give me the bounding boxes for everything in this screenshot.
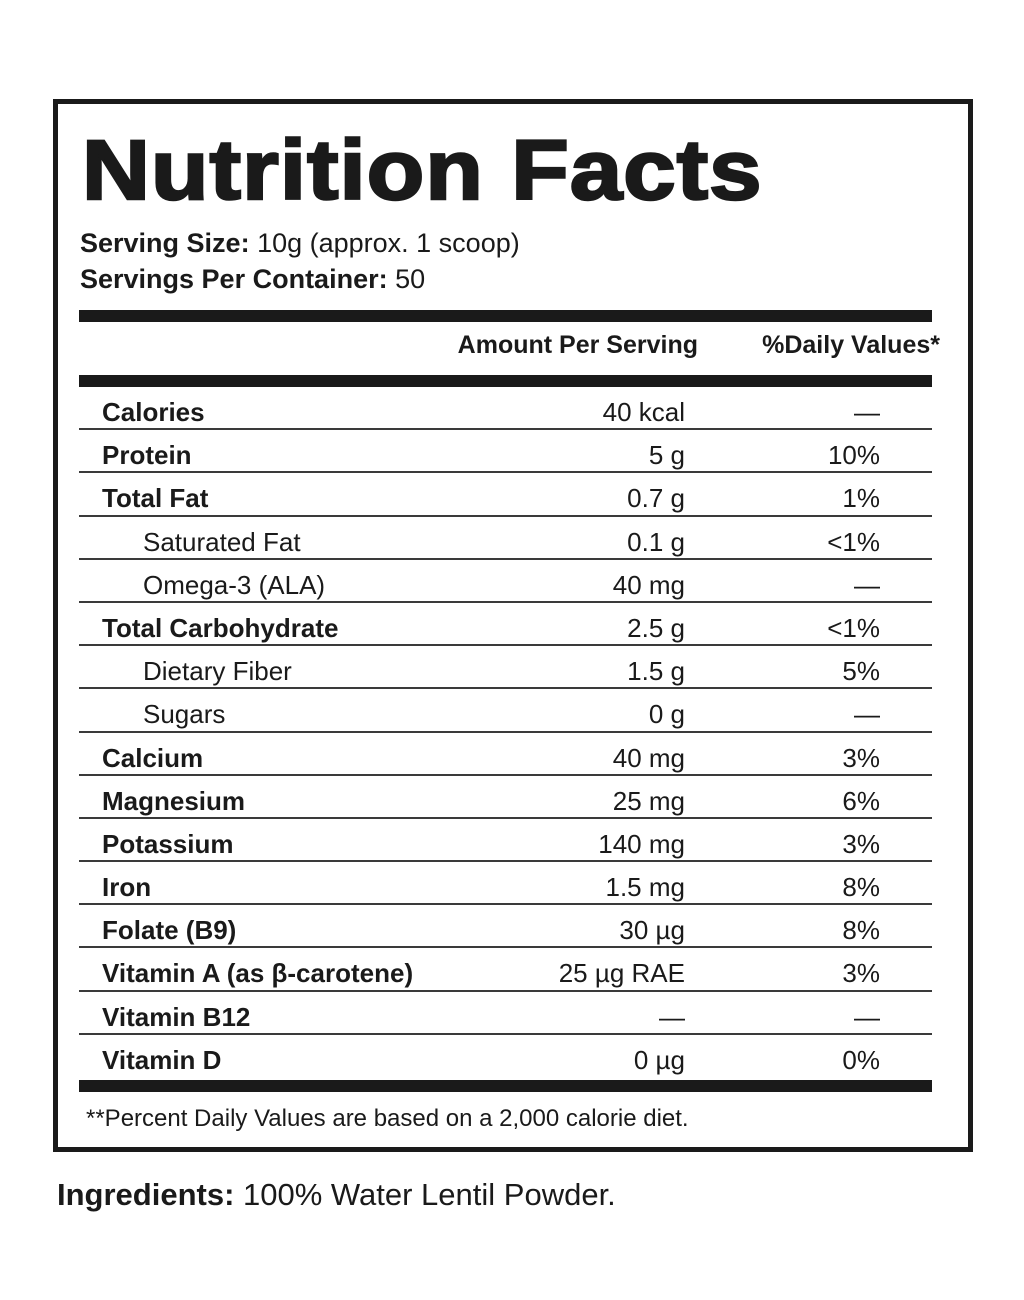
serving-size-label: Serving Size: (80, 228, 250, 258)
nutrient-amount: 40 mg (612, 742, 685, 773)
nutrient-amount: — (659, 1001, 685, 1032)
nutrient-daily-value: 10% (827, 440, 880, 471)
nutrient-amount: 140 mg (598, 828, 685, 859)
nutrient-amount: 40 kcal (602, 397, 685, 427)
nutrient-daily-value: 0% (842, 1044, 880, 1075)
nutrient-name: Omega-3 (ALA) (143, 569, 326, 600)
nutrient-amount: 0.7 g (627, 483, 685, 514)
serving-size: Serving Size: 10g (approx. 1 scoop) (80, 226, 520, 260)
nutrient-row-saturated-fat: Saturated Fat 0.1 g <1% (79, 517, 932, 560)
nutrient-row-potassium: Potassium 140 mg 3% (79, 819, 932, 863)
nutrient-name: Folate (B9) (102, 915, 237, 946)
ingredients-value: 100% Water Lentil Powder. (234, 1177, 616, 1212)
nutrient-row-omega-3: Omega-3 (ALA) 40 mg — (79, 560, 932, 603)
nutrient-name: Vitamin B12 (102, 1001, 251, 1032)
nutrition-facts-panel: Nutrition Facts Serving Size: 10g (appro… (53, 99, 973, 1152)
column-header-daily-value: %Daily Values* (762, 331, 940, 359)
nutrient-name: Total Fat (102, 483, 209, 514)
nutrient-daily-value: <1% (827, 612, 880, 643)
servings-per-container-label: Servings Per Container: (80, 264, 388, 294)
nutrient-daily-value: — (854, 569, 880, 600)
nutrient-daily-value: 3% (842, 742, 880, 773)
nutrient-amount: 0.1 g (627, 526, 685, 557)
thick-divider (79, 310, 932, 322)
nutrient-row-total-fat: Total Fat 0.7 g 1% (79, 473, 932, 517)
nutrient-amount: 1.5 g (627, 656, 685, 687)
nutrient-name: Vitamin A (as β-carotene) (102, 958, 414, 989)
nutrient-daily-value: 1% (842, 483, 880, 514)
nutrient-amount: 40 mg (612, 569, 685, 600)
nutrient-table: Calories 40 kcal — Protein 5 g 10% Total… (79, 387, 932, 1076)
daily-value-footnote: **Percent Daily Values are based on a 2,… (86, 1105, 689, 1132)
servings-per-container: Servings Per Container: 50 (80, 262, 425, 296)
ingredients-label: Ingredients: (57, 1177, 235, 1212)
nutrient-name: Saturated Fat (143, 526, 301, 557)
nutrition-facts-title: Nutrition Facts (81, 122, 763, 219)
column-header-amount: Amount Per Serving (457, 331, 698, 359)
nutrient-daily-value: — (854, 1001, 880, 1032)
nutrient-row-vitamin-a: Vitamin A (as β-carotene) 25 µg RAE 3% (79, 948, 932, 992)
nutrient-row-vitamin-d: Vitamin D 0 µg 0% (79, 1035, 932, 1076)
nutrient-daily-value: <1% (827, 526, 880, 557)
nutrient-row-magnesium: Magnesium 25 mg 6% (79, 776, 932, 819)
nutrient-name: Calories (102, 397, 205, 427)
nutrient-amount: 2.5 g (627, 612, 685, 643)
nutrient-amount: 25 mg (612, 785, 685, 816)
nutrient-row-iron: Iron 1.5 mg 8% (79, 862, 932, 906)
nutrient-daily-value: 3% (842, 958, 880, 989)
nutrient-daily-value: 8% (842, 915, 880, 946)
thick-divider (79, 375, 932, 387)
nutrient-amount: 1.5 mg (605, 872, 686, 903)
nutrient-daily-value: 6% (842, 785, 880, 816)
nutrient-name: Vitamin D (102, 1044, 222, 1075)
nutrient-daily-value: 5% (842, 656, 880, 687)
nutrient-amount: 0 g (648, 699, 685, 730)
ingredients: Ingredients: 100% Water Lentil Powder. (57, 1176, 616, 1214)
nutrient-name: Potassium (102, 828, 234, 859)
servings-per-container-value: 50 (387, 264, 426, 294)
nutrient-amount: 0 µg (633, 1044, 685, 1075)
nutrient-name: Iron (102, 872, 152, 903)
nutrient-daily-value: 8% (842, 872, 880, 903)
nutrient-name: Calcium (102, 742, 204, 773)
nutrient-row-calories: Calories 40 kcal — (79, 387, 932, 431)
nutrient-row-folate: Folate (B9) 30 µg 8% (79, 905, 932, 949)
nutrient-name: Dietary Fiber (143, 656, 292, 687)
nutrient-amount: 30 µg (619, 915, 685, 946)
nutrient-name: Protein (102, 440, 192, 471)
nutrient-row-dietary-fiber: Dietary Fiber 1.5 g 5% (79, 646, 932, 690)
nutrient-row-vitamin-b12: Vitamin B12 — — (79, 992, 932, 1035)
nutrient-row-calcium: Calcium 40 mg 3% (79, 733, 932, 776)
nutrient-row-sugars: Sugars 0 g — (79, 689, 932, 733)
nutrient-amount: 5 g (648, 440, 685, 471)
thick-divider (79, 1080, 932, 1092)
nutrient-name: Total Carbohydrate (102, 612, 339, 643)
serving-size-value: 10g (approx. 1 scoop) (249, 228, 520, 258)
nutrient-row-protein: Protein 5 g 10% (79, 430, 932, 474)
nutrient-row-total-carbohydrate: Total Carbohydrate 2.5 g <1% (79, 603, 932, 647)
nutrient-name: Sugars (143, 699, 226, 730)
nutrient-daily-value: — (854, 397, 880, 427)
nutrient-daily-value: — (854, 699, 880, 730)
nutrient-amount: 25 µg RAE (558, 958, 685, 989)
nutrient-name: Magnesium (102, 785, 246, 816)
nutrient-daily-value: 3% (842, 828, 880, 859)
